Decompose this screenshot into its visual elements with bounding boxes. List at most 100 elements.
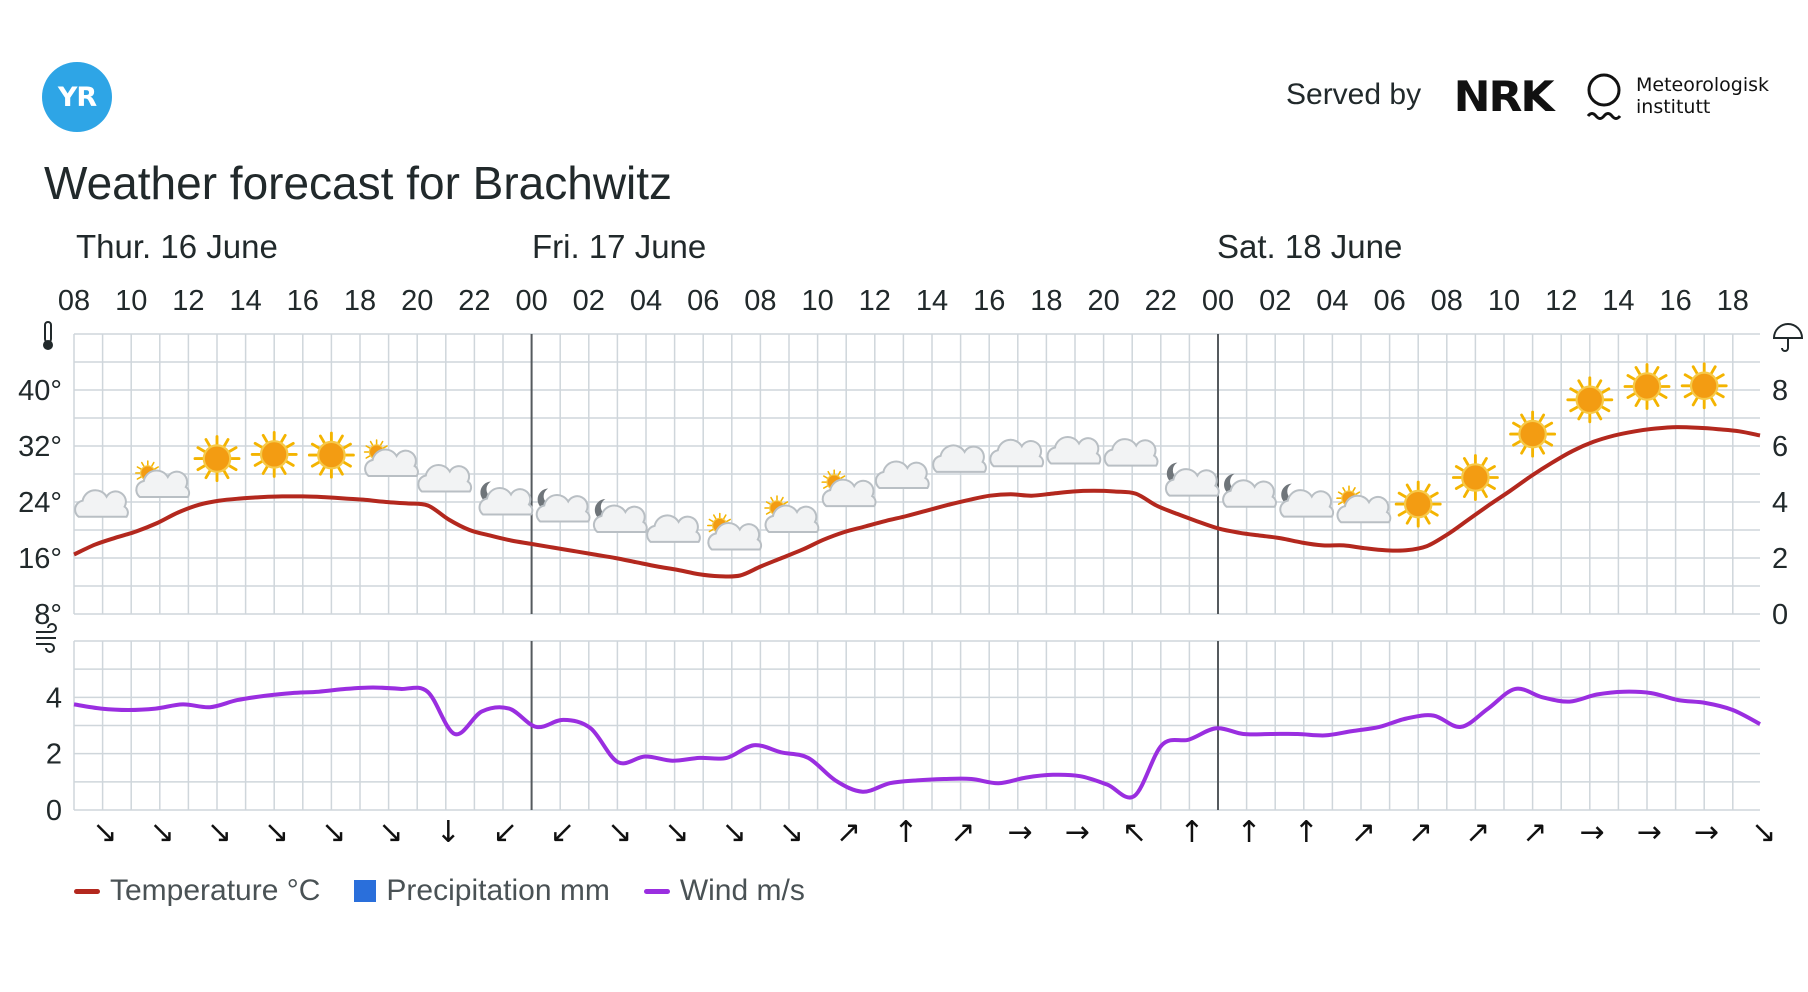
x-tick-label: 12 bbox=[172, 285, 204, 317]
wind-direction-arrow: ↘ bbox=[321, 815, 346, 850]
temperature-axis-label: 32° bbox=[18, 431, 62, 463]
x-tick-label: 14 bbox=[1602, 285, 1634, 317]
weather-symbol-clear-day bbox=[1394, 480, 1442, 528]
precipitation-axis-label: 6 bbox=[1772, 431, 1788, 463]
weather-symbol-partly-cloudy-night bbox=[1222, 473, 1277, 508]
wind-direction-arrow: ↓ bbox=[436, 815, 461, 850]
weather-symbol-cloudy bbox=[874, 460, 930, 489]
wind-direction-arrow: ↑ bbox=[1294, 815, 1319, 850]
x-tick-label: 08 bbox=[744, 285, 776, 317]
weather-symbol-partly-cloudy-day bbox=[764, 495, 820, 533]
wind-direction-arrow: → bbox=[1580, 815, 1605, 850]
weather-symbol-partly-cloudy-day bbox=[1336, 485, 1392, 524]
x-tick-label: 20 bbox=[401, 285, 433, 317]
wind-direction-arrow: ↘ bbox=[722, 815, 747, 850]
wind-direction-arrow: ↘ bbox=[264, 815, 289, 850]
x-tick-label: 06 bbox=[1373, 285, 1405, 317]
legend-temperature-label: Temperature °C bbox=[110, 874, 321, 907]
x-tick-label: 14 bbox=[916, 285, 948, 317]
met-logo[interactable]: Meteorologisk institutt bbox=[1636, 74, 1769, 118]
weather-symbol-cloudy bbox=[989, 438, 1045, 468]
day-label-friday: Fri. 17 June bbox=[532, 228, 707, 265]
legend-precipitation[interactable]: Precipitation mm bbox=[354, 874, 610, 908]
thermometer-icon bbox=[43, 321, 53, 350]
yr-logo[interactable]: YR bbox=[42, 62, 112, 132]
x-tick-label: 06 bbox=[687, 285, 719, 317]
page-title: Weather forecast for Brachwitz bbox=[44, 157, 673, 209]
wind-direction-arrow: ↘ bbox=[1751, 815, 1776, 850]
wind-direction-arrow: ↙ bbox=[550, 815, 575, 850]
precipitation-axis-label: 4 bbox=[1772, 487, 1788, 519]
x-tick-label: 10 bbox=[801, 285, 833, 317]
wind-direction-arrow: ↘ bbox=[92, 815, 117, 850]
x-tick-label: 00 bbox=[515, 285, 547, 317]
wind-direction-arrow: ↘ bbox=[664, 815, 689, 850]
weather-symbol-partly-cloudy-night bbox=[1164, 462, 1220, 497]
wind-direction-arrow: ↙ bbox=[493, 815, 518, 850]
wind-direction-arrow: → bbox=[1065, 815, 1090, 850]
weather-symbol-clear-day bbox=[1451, 454, 1499, 501]
wind-direction-arrow: ↗ bbox=[1465, 815, 1490, 850]
x-tick-label: 04 bbox=[1316, 285, 1348, 317]
x-tick-label: 02 bbox=[1259, 285, 1291, 317]
wind-direction-arrow: ↘ bbox=[607, 815, 632, 850]
x-tick-label: 10 bbox=[115, 285, 147, 317]
served-by-label: Served by bbox=[1286, 78, 1422, 111]
weather-symbol-partly-cloudy-day bbox=[707, 512, 763, 551]
wind-direction-arrow: ↗ bbox=[950, 815, 975, 850]
weather-symbol-partly-cloudy-day bbox=[135, 460, 191, 498]
weather-symbol-cloudy bbox=[1103, 438, 1159, 467]
x-tick-label: 08 bbox=[1431, 285, 1463, 317]
weather-symbol-clear-day bbox=[1566, 376, 1614, 424]
x-tick-label: 02 bbox=[573, 285, 605, 317]
wind-axis-label: 2 bbox=[46, 739, 62, 771]
wind-direction-arrow: ↗ bbox=[1351, 815, 1376, 850]
weather-symbol-clear-day bbox=[193, 435, 241, 483]
x-tick-label: 16 bbox=[287, 285, 319, 317]
x-tick-label: 18 bbox=[344, 285, 376, 317]
x-tick-label: 20 bbox=[1087, 285, 1119, 317]
wind-icon bbox=[36, 623, 57, 653]
x-tick-label: 16 bbox=[973, 285, 1005, 317]
wind-direction-arrow: ↑ bbox=[1179, 815, 1204, 850]
wind-direction-arrow: ↗ bbox=[1522, 815, 1547, 850]
met-logo-line-2: institutt bbox=[1636, 96, 1711, 118]
wind-direction-arrow: ↑ bbox=[1236, 815, 1261, 850]
wind-direction-arrow: ↗ bbox=[836, 815, 861, 850]
legend-wind[interactable]: Wind m/s bbox=[643, 874, 805, 908]
x-tick-label: 18 bbox=[1030, 285, 1062, 317]
chart-grid bbox=[73, 333, 1760, 811]
legend-temperature[interactable]: Temperature °C bbox=[74, 874, 320, 908]
wind-direction-arrow: → bbox=[1008, 815, 1033, 850]
wind-direction-arrow: ↘ bbox=[378, 815, 403, 850]
day-label-thursday: Thur. 16 June bbox=[76, 228, 278, 265]
legend-temperature-swatch bbox=[74, 888, 100, 894]
wind-direction-arrow: ↗ bbox=[1408, 815, 1433, 850]
met-logo-icon bbox=[1586, 73, 1622, 120]
temperature-line bbox=[73, 425, 1761, 579]
weather-symbol-cloudy bbox=[1046, 436, 1102, 465]
weather-symbol-partly-cloudy-night bbox=[1279, 483, 1335, 518]
x-tick-label: 10 bbox=[1488, 285, 1520, 317]
wind-line bbox=[73, 685, 1761, 800]
weather-symbol-cloudy bbox=[646, 514, 701, 543]
x-tick-label: 22 bbox=[458, 285, 490, 317]
x-tick-label: 04 bbox=[630, 285, 662, 317]
wind-direction-arrow: ↘ bbox=[207, 815, 232, 850]
x-tick-label: 00 bbox=[1202, 285, 1234, 317]
nrk-logo[interactable]: NRK bbox=[1453, 72, 1555, 121]
weather-symbol-clear-day bbox=[307, 431, 355, 479]
weather-symbol-clear-day bbox=[1509, 410, 1557, 458]
weather-symbol-partly-cloudy-day bbox=[821, 469, 877, 508]
wind-axis-label: 0 bbox=[46, 795, 62, 827]
legend: Temperature °C Precipitation mm Wind m/s bbox=[74, 874, 839, 908]
legend-precipitation-label: Precipitation mm bbox=[386, 874, 610, 907]
wind-direction-arrow: → bbox=[1637, 815, 1662, 850]
x-tick-label: 18 bbox=[1717, 285, 1749, 317]
legend-precipitation-swatch bbox=[354, 880, 377, 902]
wind-direction-arrow: ↘ bbox=[779, 815, 804, 850]
weather-symbol-clear-day bbox=[1680, 362, 1728, 410]
wind-direction-arrow: → bbox=[1694, 815, 1719, 850]
weather-symbol-clear-day bbox=[250, 430, 298, 478]
